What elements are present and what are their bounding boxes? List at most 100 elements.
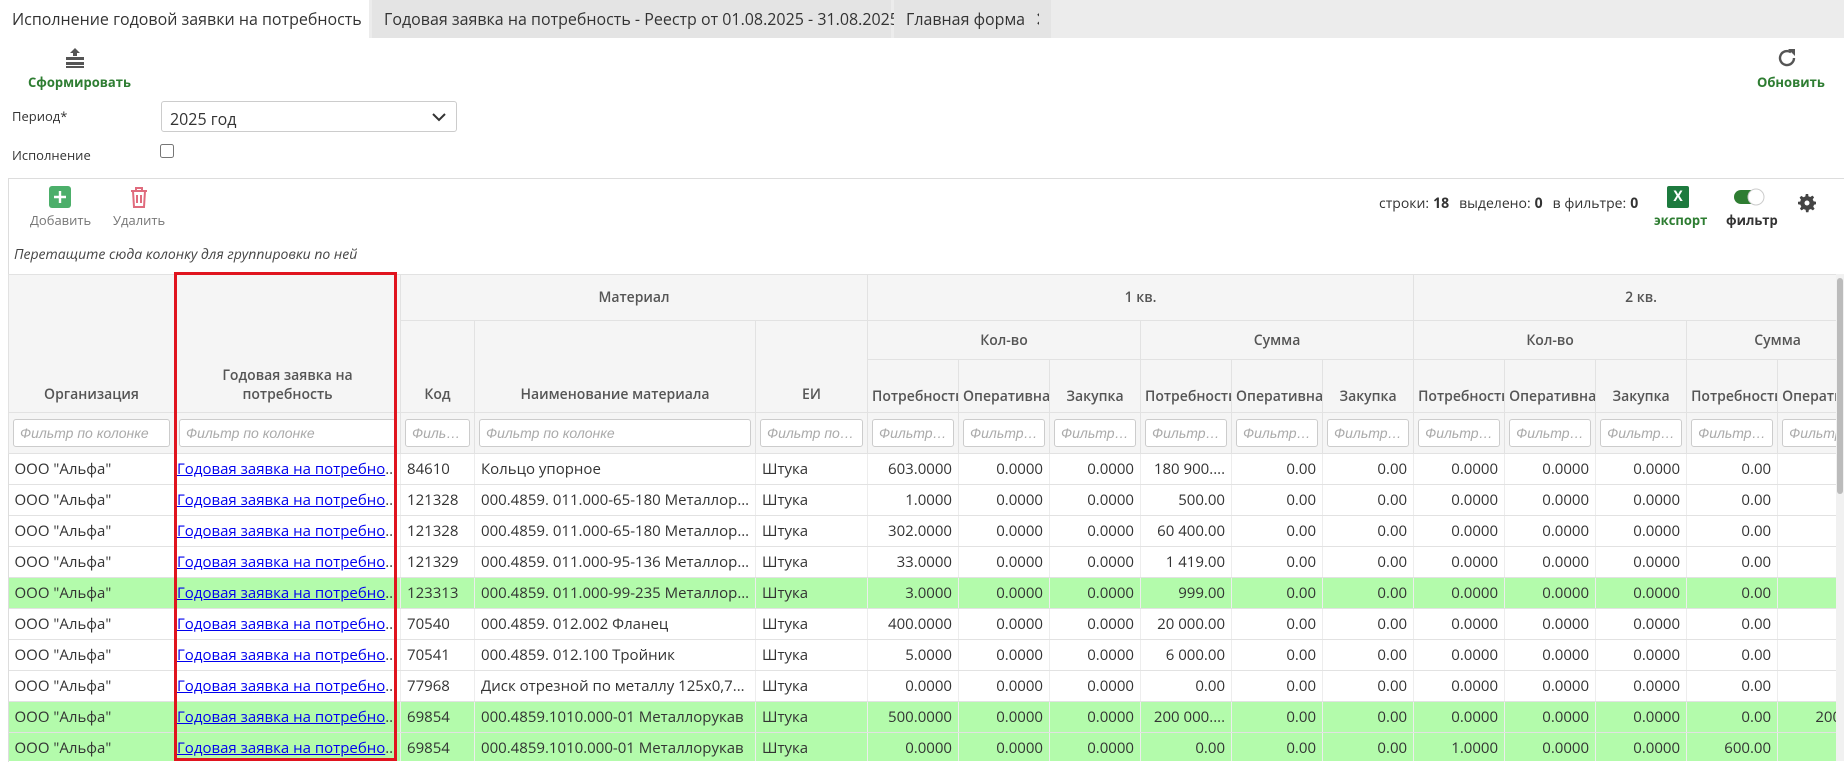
column-filter[interactable]	[479, 419, 751, 447]
cell: 180 900....	[1140, 453, 1233, 485]
data-row[interactable]: ООО "Альфа" Годовая заявка на потребность…	[8, 608, 1836, 640]
request-link[interactable]: Годовая заявка на потребность	[177, 459, 401, 479]
export-button[interactable]: экспорт	[1654, 211, 1708, 229]
scrollbar-thumb[interactable]	[1837, 278, 1843, 494]
cell: 0.00	[1140, 732, 1233, 761]
filter-cell	[8, 412, 175, 454]
request-link[interactable]: Годовая заявка на потребность	[177, 738, 401, 758]
column-filter[interactable]	[1327, 419, 1410, 447]
cell: 70540	[400, 608, 475, 640]
column-filter[interactable]	[13, 419, 170, 447]
column-header: 2 кв.	[1413, 274, 1836, 321]
column-filter[interactable]	[1145, 419, 1228, 447]
cell: 0.0000	[958, 639, 1051, 671]
column-filter[interactable]	[1236, 419, 1319, 447]
cell: 0.0000	[1413, 639, 1506, 671]
filter-cell	[1322, 412, 1415, 454]
refresh-button[interactable]: Обновить	[1757, 73, 1825, 91]
cell: Штука	[755, 453, 869, 485]
cell: 0.00	[1231, 515, 1324, 547]
tab[interactable]: Исполнение годовой заявки на потребность	[0, 0, 369, 38]
request-link[interactable]: Годовая заявка на потребность	[177, 583, 401, 603]
column-header: Потребность	[1686, 359, 1779, 413]
delete-icon[interactable]	[129, 186, 149, 208]
request-link[interactable]: Годовая заявка на потребность	[177, 614, 401, 634]
request-link[interactable]: Годовая заявка на потребность	[177, 490, 401, 510]
column-filter[interactable]	[405, 419, 470, 447]
scrollbar[interactable]	[1836, 274, 1844, 761]
data-row[interactable]: ООО "Альфа" Годовая заявка на потребность…	[8, 515, 1836, 547]
column-filter[interactable]	[1782, 419, 1836, 447]
column-header: Наименование материала	[474, 320, 756, 413]
filter-row	[8, 412, 1836, 454]
filter-cell	[867, 412, 960, 454]
column-filter[interactable]	[760, 419, 864, 447]
grid: Организация Годовая заявка на потребность…	[8, 274, 1836, 761]
execution-checkbox[interactable]	[160, 144, 174, 158]
cell: 400.0000	[867, 608, 960, 640]
filter-cell	[174, 412, 401, 454]
cell: Годовая заявка на потребность	[174, 608, 401, 640]
cell: Годовая заявка на потребность	[174, 546, 401, 578]
column-filter[interactable]	[179, 419, 396, 447]
generate-icon[interactable]	[63, 46, 87, 70]
cell: 0.0000	[1413, 484, 1506, 516]
column-header: Потребность	[1140, 359, 1233, 413]
selected-label: выделено:	[1459, 194, 1531, 213]
cell: 999.00	[1140, 577, 1233, 609]
data-row[interactable]: ООО "Альфа" Годовая заявка на потребность…	[8, 670, 1836, 702]
refresh-icon[interactable]	[1775, 46, 1799, 70]
filter-button[interactable]: фильтр	[1726, 211, 1778, 229]
column-filter[interactable]	[1054, 419, 1137, 447]
generate-button[interactable]: Сформировать	[28, 73, 131, 91]
data-row[interactable]: ООО "Альфа" Годовая заявка на потребность…	[8, 453, 1836, 485]
request-link[interactable]: Годовая заявка на потребность	[177, 645, 401, 665]
column-filter[interactable]	[1509, 419, 1592, 447]
column-header: Сумма	[1140, 320, 1415, 360]
request-link[interactable]: Годовая заявка на потребность	[177, 521, 401, 541]
data-row[interactable]: ООО "Альфа" Годовая заявка на потребность…	[8, 701, 1836, 733]
data-row[interactable]: ООО "Альфа" Годовая заявка на потребность…	[8, 732, 1836, 761]
column-filter[interactable]	[1691, 419, 1774, 447]
cell: 77968	[400, 670, 475, 702]
cell: 0.00	[1322, 732, 1415, 761]
request-link[interactable]: Годовая заявка на потребность	[177, 707, 401, 727]
column-filter[interactable]	[1418, 419, 1501, 447]
period-select[interactable]: 2025 год	[161, 101, 457, 132]
filter-cell	[1413, 412, 1506, 454]
tab-close[interactable]	[1037, 13, 1039, 25]
cell: ООО "Альфа"	[8, 577, 175, 609]
cell: 0.0000	[958, 453, 1051, 485]
tab[interactable]: Годовая заявка на потребность - Реестр о…	[372, 0, 899, 38]
cell: 3.0000	[867, 577, 960, 609]
data-row[interactable]: ООО "Альфа" Годовая заявка на потребность…	[8, 484, 1836, 516]
data-row[interactable]: ООО "Альфа" Годовая заявка на потребность…	[8, 639, 1836, 671]
cell	[1777, 608, 1836, 640]
cell: 0.00	[1686, 639, 1779, 671]
add-icon[interactable]	[49, 186, 71, 208]
column-filter[interactable]	[1600, 419, 1683, 447]
rows-count: 18	[1433, 194, 1450, 213]
cell: Штука	[755, 701, 869, 733]
cell: 0.00	[1231, 453, 1324, 485]
filter-toggle[interactable]	[1733, 188, 1765, 206]
cell: 1 419.00	[1140, 546, 1233, 578]
request-link[interactable]: Годовая заявка на потребность	[177, 552, 401, 572]
cell: 0.0000	[1413, 701, 1506, 733]
cell: 0.00	[1686, 484, 1779, 516]
data-table: Организация Годовая заявка на потребность…	[8, 274, 1836, 761]
cell: 603.0000	[867, 453, 960, 485]
export-icon[interactable]: X	[1667, 186, 1689, 208]
data-row[interactable]: ООО "Альфа" Годовая заявка на потребность…	[8, 577, 1836, 609]
column-filter[interactable]	[872, 419, 955, 447]
column-filter[interactable]	[963, 419, 1046, 447]
cell: 0.0000	[1504, 515, 1597, 547]
add-button[interactable]: Добавить	[30, 211, 92, 229]
tab[interactable]: Главная форма	[894, 0, 1051, 38]
delete-button[interactable]: Удалить	[113, 211, 166, 229]
settings-icon[interactable]	[1795, 191, 1819, 215]
data-row[interactable]: ООО "Альфа" Годовая заявка на потребность…	[8, 546, 1836, 578]
cell: 0.0000	[958, 732, 1051, 761]
request-link[interactable]: Годовая заявка на потребность	[177, 676, 401, 696]
